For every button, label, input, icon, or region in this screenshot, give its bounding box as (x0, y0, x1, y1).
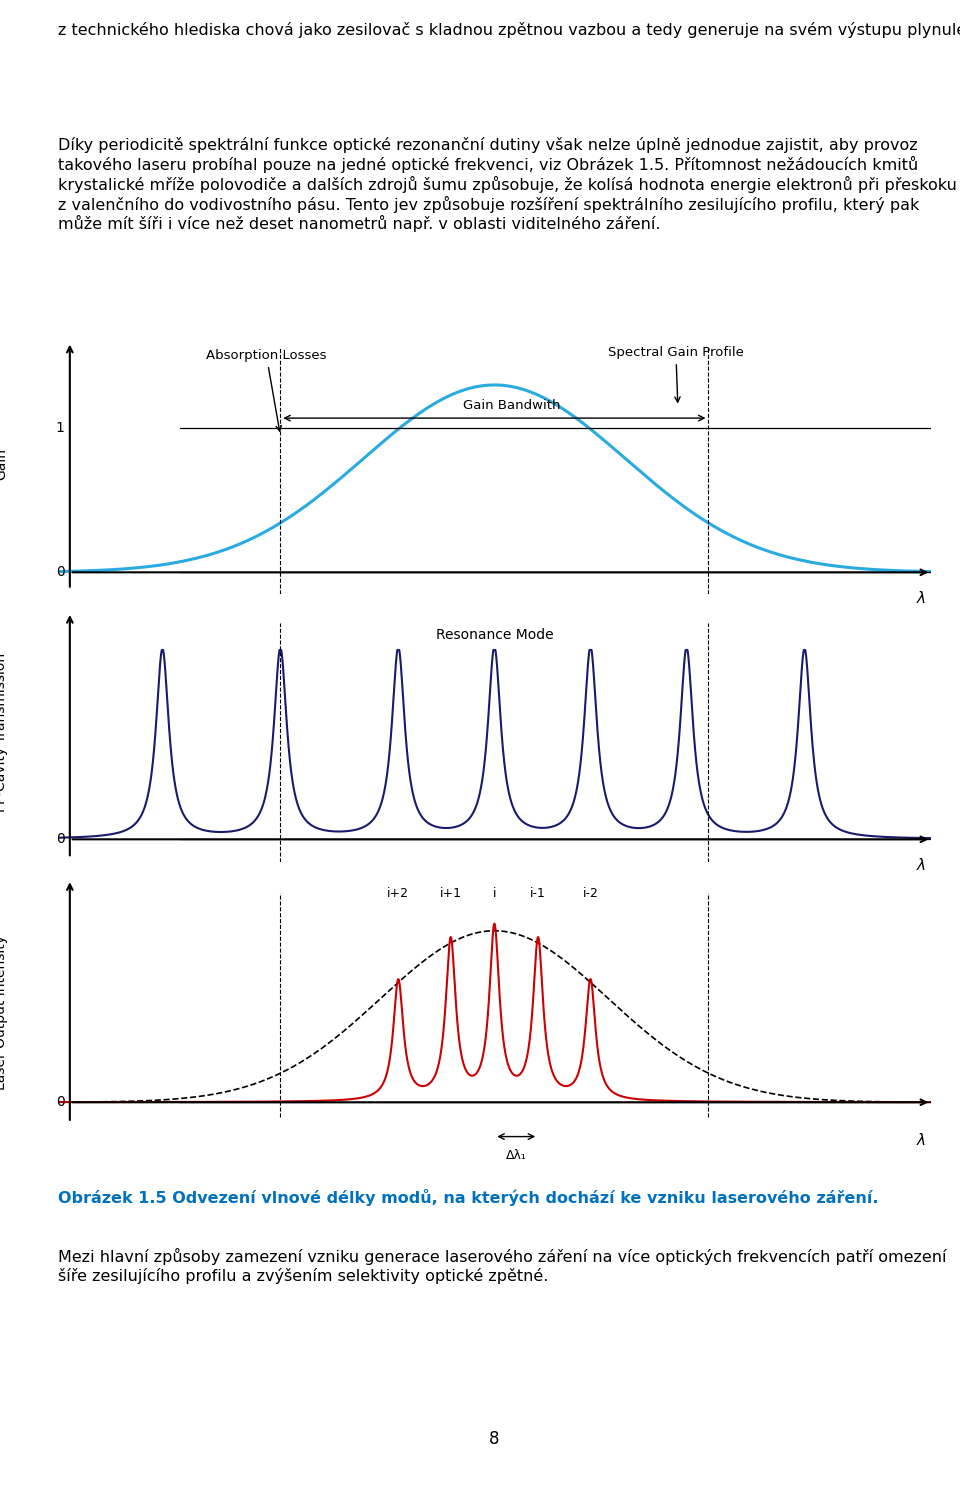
Text: Obrázek 1.5 Odvezení vlnové délky modů, na kterých dochází ke vzniku laserového : Obrázek 1.5 Odvezení vlnové délky modů, … (58, 1188, 878, 1206)
Text: Resonance Mode: Resonance Mode (436, 628, 553, 641)
Text: Laser Output Intensity: Laser Output Intensity (0, 935, 8, 1090)
Text: λ: λ (916, 590, 925, 605)
Text: λ: λ (916, 859, 925, 874)
Text: 8: 8 (490, 1430, 499, 1448)
Text: z technického hlediska chová jako zesilovač s kladnou zpětnou vazbou a tedy gene: z technického hlediska chová jako zesilo… (58, 22, 960, 39)
Text: i: i (492, 887, 496, 901)
Text: i+2: i+2 (387, 887, 409, 901)
Text: Δλ₁: Δλ₁ (506, 1148, 527, 1161)
Text: Gain Bandwith: Gain Bandwith (463, 400, 561, 413)
Text: Díky periodicitě spektrální funkce optické rezonanční dutiny však nelze úplně je: Díky periodicitě spektrální funkce optic… (58, 137, 956, 233)
Text: FP-Cavity Transmission: FP-Cavity Transmission (0, 653, 8, 813)
Text: 1: 1 (56, 420, 64, 435)
Text: 0: 0 (56, 565, 64, 580)
Text: Gain: Gain (0, 449, 8, 480)
Text: 0: 0 (56, 1096, 64, 1109)
Text: i-2: i-2 (583, 887, 598, 901)
Text: 0: 0 (56, 832, 64, 847)
Text: i-1: i-1 (530, 887, 546, 901)
Text: Mezi hlavní způsoby zamezení vzniku generace laserového záření na více optických: Mezi hlavní způsoby zamezení vzniku gene… (58, 1248, 947, 1284)
Text: Spectral Gain Profile: Spectral Gain Profile (608, 346, 744, 403)
Text: λ: λ (916, 1133, 925, 1148)
Text: Absorption Losses: Absorption Losses (206, 349, 326, 431)
Text: i+1: i+1 (440, 887, 462, 901)
